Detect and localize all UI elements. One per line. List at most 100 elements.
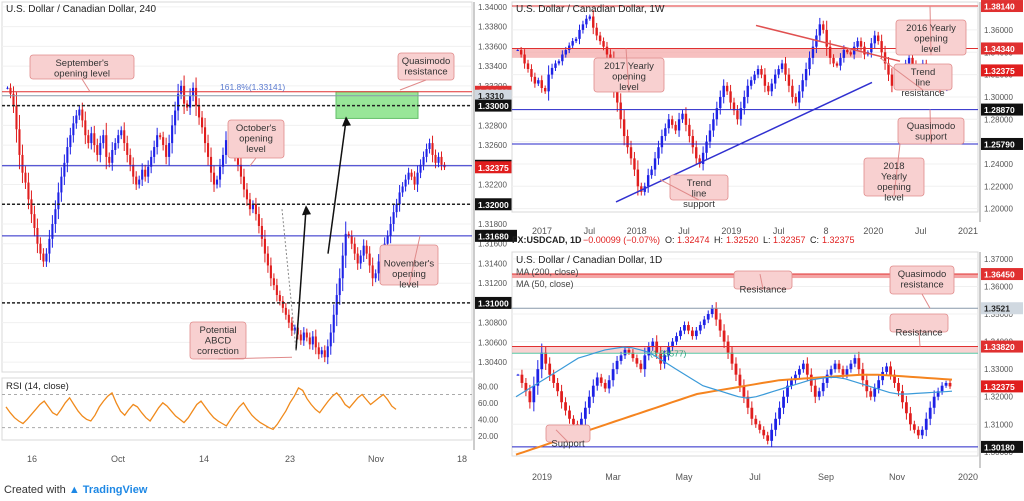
h4-candle-body — [221, 154, 225, 167]
d1-candle-body — [920, 429, 924, 436]
h4-candle-body — [317, 347, 320, 355]
d1-level-tag — [981, 340, 1023, 353]
rsi-y-tick-label: 40.00 — [478, 415, 499, 424]
h4-level-tag — [475, 161, 517, 174]
w1-callout-2016-text: 2016 Yearly opening level — [906, 23, 956, 55]
h4-y-tick-label: 1.31600 — [478, 240, 507, 249]
w1-callout-quasimodo-pointer — [929, 109, 932, 145]
w1-callout-trendsup-line: line — [692, 189, 707, 200]
w1-candle-body — [773, 74, 777, 84]
d1-callout-support-pointer — [555, 429, 569, 443]
d1-candle-body — [746, 396, 750, 408]
h4-callout-october-pointer — [249, 157, 257, 167]
d1-candle-body — [647, 347, 651, 356]
h4-candle-body — [338, 278, 341, 296]
d1-fib-label: (1.33577) — [650, 348, 687, 358]
d1-candle-body — [655, 341, 659, 353]
w1-y-tick-label: 1.28000 — [984, 115, 1013, 124]
w1-callout-2016: 2016 Yearly opening level — [895, 6, 967, 56]
d1-candle-body — [869, 391, 873, 397]
d1-candle-body — [580, 418, 583, 430]
w1-candle-body — [753, 74, 756, 81]
h4-level-tag — [475, 198, 517, 211]
d1-header-h: 1.32520 — [726, 235, 759, 245]
h4-candle-body — [326, 346, 329, 358]
d1-x-tick-label: 2020 — [958, 472, 978, 482]
d1-candle-body — [790, 380, 793, 386]
d1-candle-body — [905, 402, 908, 414]
h4-level-tag — [475, 99, 517, 112]
d1-candle-body — [667, 347, 670, 356]
d1-candle-body — [873, 388, 877, 397]
h4-candle-body — [66, 147, 69, 163]
h4-candle-body — [224, 140, 228, 155]
d1-candle-body — [734, 363, 738, 375]
h4-candle-body — [6, 87, 9, 89]
d1-candle-body — [928, 407, 932, 419]
h4-candle-body — [171, 125, 174, 144]
h4-callout-september-pointer — [81, 78, 91, 93]
h4-candle-body — [371, 265, 374, 279]
h4-candle-body — [206, 143, 210, 157]
d1-candle-body — [853, 358, 857, 364]
h4-candle-body — [195, 87, 198, 106]
w1-candle-body — [729, 91, 732, 103]
w1-candle-body — [684, 113, 688, 125]
w1-candle-body — [653, 158, 657, 170]
h4-candle-body — [126, 143, 129, 155]
d1-candle-body — [536, 369, 540, 386]
w1-candle-body — [890, 74, 894, 86]
h4-candle-body — [428, 143, 431, 150]
w1-candle-body — [732, 102, 736, 111]
d1-candle-body — [813, 385, 817, 397]
w1-candle-body — [602, 41, 605, 47]
h4-candle-body — [21, 154, 24, 173]
w1-x-tick-label: Jul — [773, 226, 785, 236]
w1-candle-body — [537, 80, 540, 84]
w1-trend-support — [615, 81, 873, 203]
h4-callout-october: October's opening level — [227, 119, 285, 167]
h4-candle-body — [239, 164, 243, 177]
h4-callout-november-text: November's opening level — [384, 259, 435, 291]
d1-candle-body — [595, 377, 599, 386]
w1-callout-2017-pointer — [625, 48, 630, 93]
d1-candle-body — [516, 374, 520, 376]
w1-callout-2017-line: opening — [612, 72, 646, 83]
w1-callout-trendsup-line: Trend — [687, 178, 711, 189]
h4-candle-body — [260, 225, 263, 239]
h4-callout-october-line: October's — [236, 123, 277, 134]
h4-candle-body — [254, 204, 257, 215]
h4-candle-body — [404, 179, 407, 187]
w1-candle-body — [787, 74, 791, 86]
w1-candle-body — [801, 80, 804, 92]
w1-candle-body — [818, 24, 822, 36]
h4-callout-october-text: October's opening level — [236, 123, 277, 155]
h4-candle-body — [419, 164, 422, 173]
h4-callout-september-line: opening level — [54, 69, 110, 80]
d1-candle-body — [564, 402, 567, 411]
h4-candle-body — [111, 150, 114, 163]
d1-candle-body — [849, 363, 853, 370]
h4-callout-quasimodo-line: Quasimodo — [402, 56, 451, 67]
w1-candle-body — [887, 63, 890, 75]
h4-candle-body — [215, 179, 219, 185]
w1-candle-body — [859, 41, 863, 47]
w1-level-tag — [981, 64, 1023, 77]
d1-level-tag — [981, 440, 1023, 453]
d1-header-c-label: C: — [810, 235, 819, 245]
d1-callout-support-text: Support — [551, 439, 585, 450]
h4-candle-body — [84, 120, 87, 136]
w1-candle-body — [574, 38, 578, 42]
h4-candle-body — [416, 172, 419, 185]
h4-candle-body — [123, 130, 126, 144]
d1-candle-body — [798, 369, 801, 375]
h4-callout-november-line: level — [399, 280, 419, 291]
w1-callout-trendres: Trend line resistance — [879, 57, 953, 99]
w1-candle-body — [746, 85, 749, 97]
h4-fib-label: 161.8%(1.33141) — [220, 82, 285, 92]
d1-header-symbol: FX:USDCAD, 1D — [512, 235, 582, 245]
w1-candle-body — [598, 35, 602, 42]
d1-candle-body — [623, 349, 627, 356]
w1-candle-body — [798, 91, 801, 103]
h4-candle-body — [278, 295, 281, 301]
